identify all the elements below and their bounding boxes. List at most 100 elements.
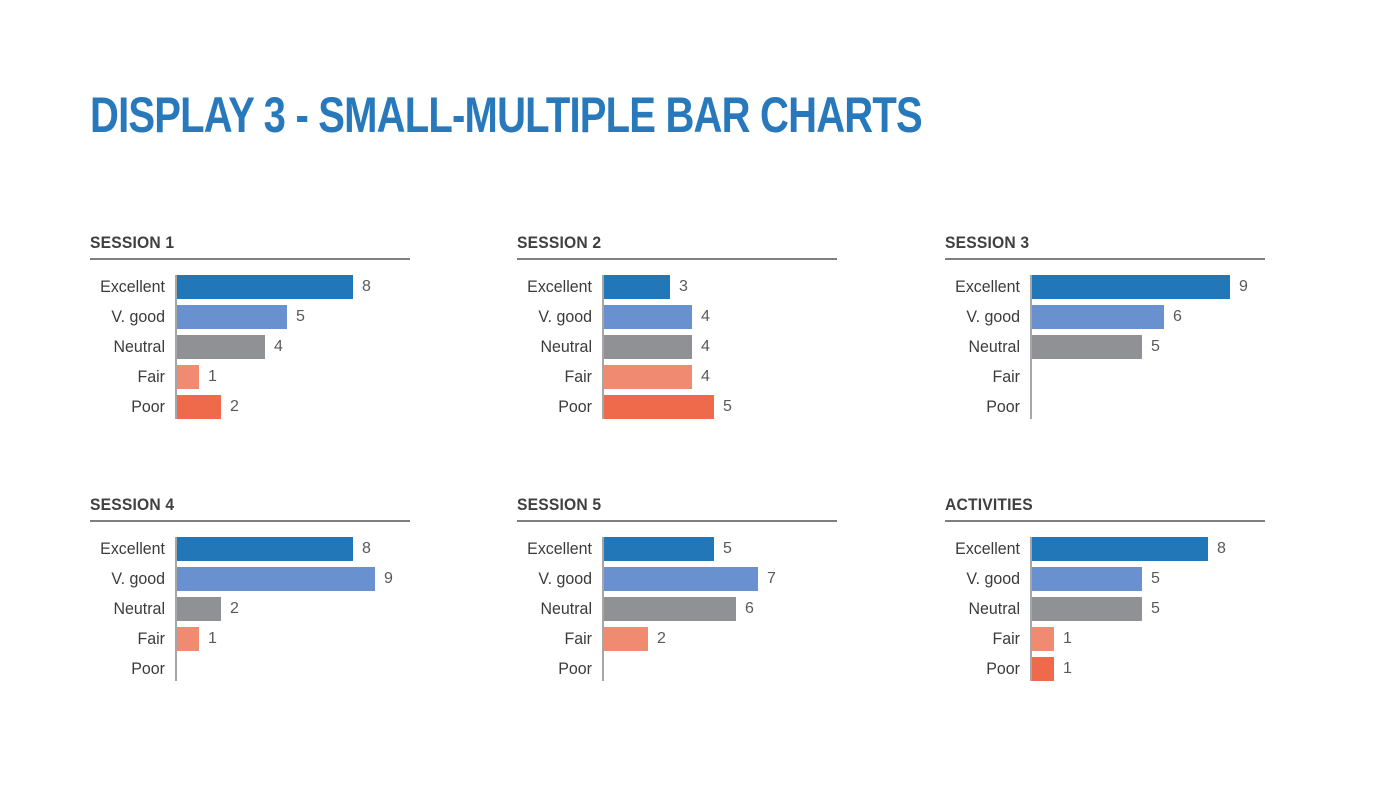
- bar-value-label: 8: [362, 540, 371, 557]
- bar-value-label: 2: [230, 600, 239, 617]
- chart-session-1: SESSION 1 Excellent V. good Neutral Fair Poo…: [90, 233, 410, 419]
- category-label: Fair: [992, 629, 1020, 648]
- bar-row: 5: [1032, 567, 1265, 591]
- bar-value-label: 5: [1151, 338, 1160, 355]
- bar-row: 5: [177, 305, 410, 329]
- bar: [1032, 335, 1142, 359]
- bar-value-label: 4: [701, 308, 710, 325]
- bar: [177, 627, 199, 651]
- bars-area: 8 5 5 1 1: [1030, 537, 1265, 681]
- category-label: V. good: [966, 569, 1020, 588]
- bar: [604, 335, 692, 359]
- category-label: Excellent: [527, 539, 592, 558]
- bar-row: 4: [604, 305, 837, 329]
- bar: [177, 597, 221, 621]
- category-label: Fair: [564, 367, 592, 386]
- category-label: Neutral: [968, 599, 1020, 618]
- bar-value-label: 1: [208, 368, 217, 385]
- category-label: Neutral: [540, 599, 592, 618]
- bar-value-label: 3: [679, 278, 688, 295]
- category-labels: Excellent V. good Neutral Fair Poor: [945, 537, 1030, 681]
- chart-title-rule: [90, 258, 410, 260]
- category-label: Poor: [986, 397, 1020, 416]
- bar-value-label: 1: [208, 630, 217, 647]
- bar: [177, 395, 221, 419]
- bar: [1032, 657, 1054, 681]
- category-label: Poor: [558, 659, 592, 678]
- category-label: Excellent: [100, 539, 165, 558]
- chart-session-3: SESSION 3 Excellent V. good Neutral Fair Poo…: [945, 233, 1265, 419]
- category-label: Excellent: [955, 539, 1020, 558]
- bar: [1032, 305, 1164, 329]
- bar-row: [1032, 365, 1265, 389]
- category-label: V. good: [966, 307, 1020, 326]
- bar: [177, 275, 353, 299]
- bar-value-label: 1: [1063, 630, 1072, 647]
- bar-row: 1: [1032, 627, 1265, 651]
- chart-title-rule: [945, 258, 1265, 260]
- bar: [604, 305, 692, 329]
- category-label: Neutral: [113, 599, 165, 618]
- bar-value-label: 5: [723, 540, 732, 557]
- bar-row: 3: [604, 275, 837, 299]
- bar-value-label: 5: [1151, 570, 1160, 587]
- bar: [177, 335, 265, 359]
- bar-row: 1: [177, 365, 410, 389]
- chart-title-rule: [945, 520, 1265, 522]
- bar: [1032, 597, 1142, 621]
- chart-title-rule: [517, 258, 837, 260]
- chart-session-5: SESSION 5 Excellent V. good Neutral Fair Poo…: [517, 495, 837, 681]
- bar-row: 5: [1032, 335, 1265, 359]
- category-labels: Excellent V. good Neutral Fair Poor: [90, 275, 175, 419]
- category-label: Neutral: [113, 337, 165, 356]
- category-label: Excellent: [100, 277, 165, 296]
- bar-value-label: 8: [362, 278, 371, 295]
- category-label: Poor: [986, 659, 1020, 678]
- bar-value-label: 4: [701, 368, 710, 385]
- bar-value-label: 9: [384, 570, 393, 587]
- chart-session-4: SESSION 4 Excellent V. good Neutral Fair Poo…: [90, 495, 410, 681]
- bar: [604, 275, 670, 299]
- category-labels: Excellent V. good Neutral Fair Poor: [517, 275, 602, 419]
- category-label: Fair: [137, 367, 165, 386]
- bar: [604, 627, 648, 651]
- bar: [604, 395, 714, 419]
- bar-row: 8: [177, 275, 410, 299]
- category-label: Excellent: [955, 277, 1020, 296]
- chart-title: SESSION 2: [517, 233, 602, 252]
- bar-row: [1032, 395, 1265, 419]
- category-label: Poor: [131, 659, 165, 678]
- category-label: Neutral: [968, 337, 1020, 356]
- bar-row: 6: [604, 597, 837, 621]
- chart-title: ACTIVITIES: [945, 495, 1033, 514]
- category-label: Neutral: [540, 337, 592, 356]
- bar-row: 4: [604, 365, 837, 389]
- bar-row: 1: [177, 627, 410, 651]
- bar: [177, 305, 287, 329]
- bar-plot: Excellent V. good Neutral Fair Poor 8 5 5 1 1: [945, 537, 1265, 681]
- chart-title: SESSION 4: [90, 495, 175, 514]
- bar-value-label: 2: [230, 398, 239, 415]
- category-labels: Excellent V. good Neutral Fair Poor: [90, 537, 175, 681]
- chart-title: SESSION 5: [517, 495, 602, 514]
- chart-session-2: SESSION 2 Excellent V. good Neutral Fair Poo…: [517, 233, 837, 419]
- bar-value-label: 5: [296, 308, 305, 325]
- category-label: Poor: [558, 397, 592, 416]
- bar-row: 4: [604, 335, 837, 359]
- bar: [1032, 627, 1054, 651]
- bar: [604, 365, 692, 389]
- bar: [604, 537, 714, 561]
- page-title: DISPLAY 3 - SMALL-MULTIPLE BAR CHARTS: [90, 87, 923, 143]
- bar-row: 8: [1032, 537, 1265, 561]
- bar-row: 2: [177, 597, 410, 621]
- category-label: V. good: [111, 569, 165, 588]
- bar: [1032, 275, 1230, 299]
